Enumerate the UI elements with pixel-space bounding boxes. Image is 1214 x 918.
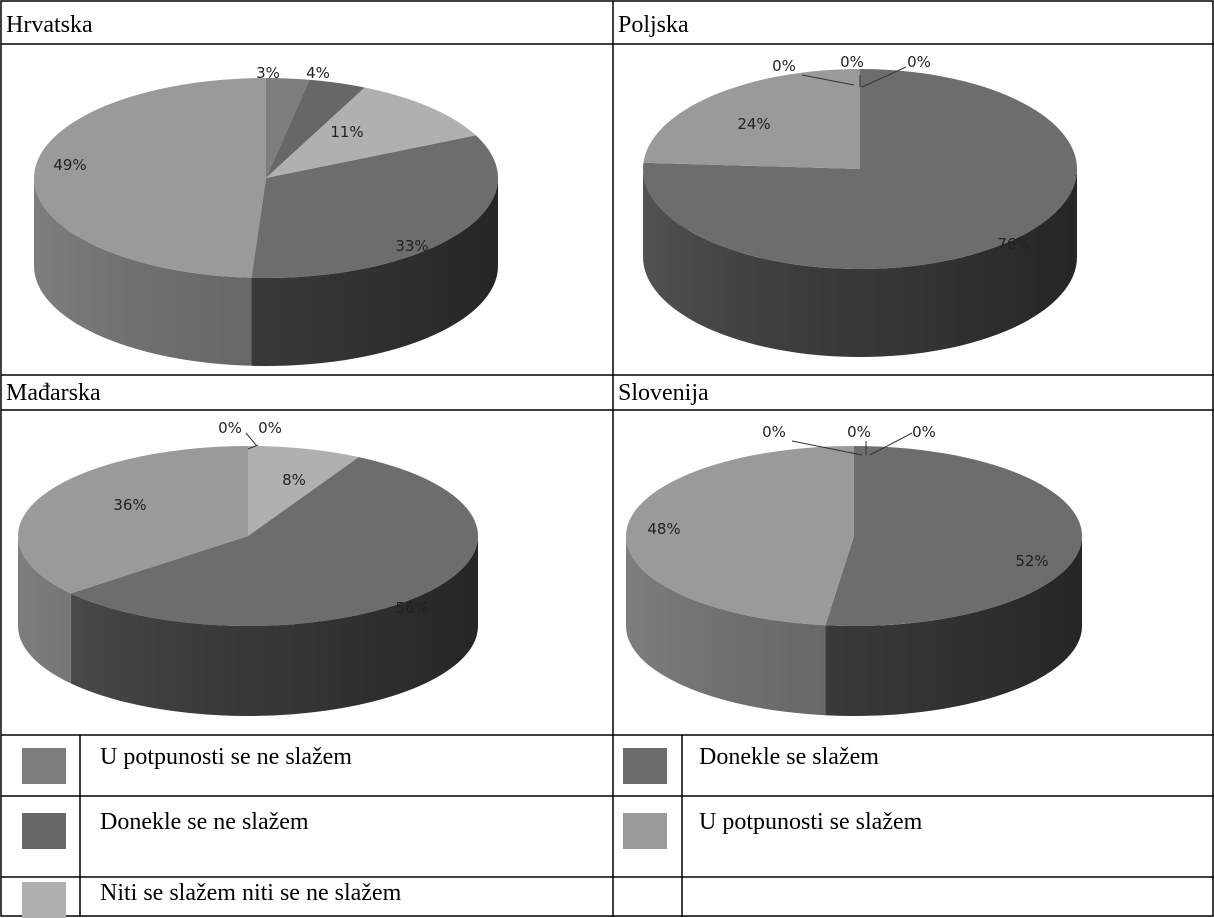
chart-title-madarska: Mađarska xyxy=(6,380,101,406)
data-label-1: 0% xyxy=(218,419,242,437)
chart-title-hrvatska: Hrvatska xyxy=(6,12,93,38)
data-label-4: 52% xyxy=(1015,552,1048,570)
data-label-1: 0% xyxy=(762,423,786,441)
pie-slice-3 xyxy=(266,87,476,178)
data-label-1: 0% xyxy=(772,57,796,75)
data-label-3: 0% xyxy=(907,53,931,71)
chart-title-poljska: Poljska xyxy=(618,12,689,38)
pie-side-shading xyxy=(643,169,1077,357)
pie-slice-4 xyxy=(251,135,498,278)
data-label-4: 56% xyxy=(395,599,428,617)
data-label-3: 11% xyxy=(330,123,363,141)
pie-slice-5 xyxy=(625,446,854,626)
data-label-4: 33% xyxy=(395,237,428,255)
pie-side-shading xyxy=(34,178,498,366)
chart-title-slovenija: Slovenija xyxy=(618,380,709,406)
legend-swatch-4 xyxy=(623,748,667,784)
label-leader-line xyxy=(791,440,863,456)
pie-slice-5 xyxy=(17,446,248,594)
label-leader-line xyxy=(247,444,259,450)
data-label-2: 0% xyxy=(847,423,871,441)
data-label-5: 49% xyxy=(53,156,86,174)
data-label-1: 3% xyxy=(256,64,280,82)
data-label-5: 36% xyxy=(113,496,146,514)
legend-swatch-5 xyxy=(623,813,667,849)
legend-label-3: Niti se slažem niti se ne slažem xyxy=(100,880,402,906)
data-label-5: 48% xyxy=(647,520,680,538)
label-leader-line xyxy=(801,74,855,86)
pie-chart-poljska: 0% 0% 0% 76% 24% xyxy=(643,53,1077,357)
pie-slice-4 xyxy=(70,457,478,626)
pie-chart-madarska: 0% 0% 8% 56% 36% xyxy=(17,419,478,716)
legend-label-2: Donekle se ne slažem xyxy=(100,809,309,835)
pie-slice-2 xyxy=(266,79,365,178)
label-leader-line xyxy=(869,432,913,456)
legend-swatch-2 xyxy=(22,813,66,849)
pie-slice-3 xyxy=(248,446,359,536)
pie-slice-5 xyxy=(33,78,266,278)
data-label-5: 24% xyxy=(737,115,770,133)
data-label-2: 4% xyxy=(306,64,330,82)
pie-chart-slovenija: 0% 0% 0% 52% 48% xyxy=(625,423,1082,716)
legend-swatch-1 xyxy=(22,748,66,784)
label-leader-line xyxy=(861,66,907,88)
data-label-3: 0% xyxy=(912,423,936,441)
data-label-4: 76% xyxy=(997,235,1030,253)
pie-chart-hrvatska: 3% 4% 11% 33% 49% xyxy=(33,64,498,366)
label-leader-line xyxy=(245,432,257,446)
data-label-2: 0% xyxy=(258,419,282,437)
data-label-3: 8% xyxy=(282,471,306,489)
data-label-2: 0% xyxy=(840,53,864,71)
pie-side-shading xyxy=(626,536,1082,716)
legend-swatch-3 xyxy=(22,882,66,918)
legend-label-5: U potpunosti se slažem xyxy=(699,809,923,835)
pie-slice-4 xyxy=(825,446,1082,626)
pie-slice-5 xyxy=(643,69,860,169)
legend-label-1: U potpunosti se ne slažem xyxy=(100,744,352,770)
pie-slice-1 xyxy=(266,78,310,178)
legend-label-4: Donekle se slažem xyxy=(699,744,879,770)
